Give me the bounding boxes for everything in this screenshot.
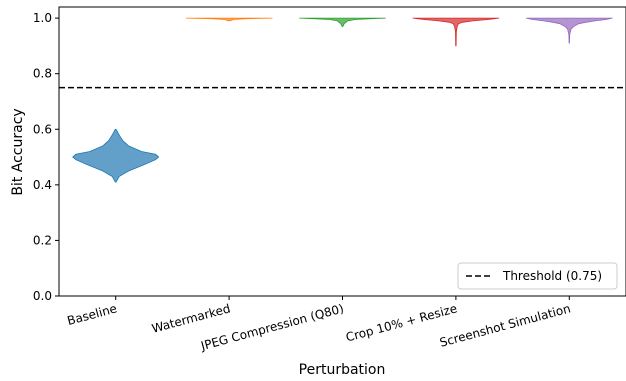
legend: Threshold (0.75)	[457, 262, 618, 290]
y-tick-label: 0.2	[33, 233, 52, 247]
violin-4	[525, 17, 613, 44]
violin-3	[412, 17, 500, 47]
y-tick-label: 0.0	[33, 289, 52, 303]
violin-2	[299, 17, 386, 27]
y-tick-label: 0.4	[33, 178, 52, 192]
plot-frame	[58, 6, 626, 297]
y-tick-label: 1.0	[33, 11, 52, 25]
violins	[72, 17, 613, 183]
y-axis-ticks: 0.0 0.2 0.4 0.6 0.8 1.0	[33, 11, 59, 303]
x-tick-label: Watermarked	[150, 301, 232, 335]
y-tick-label: 0.8	[33, 67, 52, 81]
legend-box	[457, 262, 618, 290]
violin-0	[72, 128, 160, 183]
x-axis-title: Perturbation	[299, 362, 386, 378]
y-axis-title: Bit Accuracy	[10, 108, 26, 195]
x-tick-label: Baseline	[66, 301, 119, 328]
y-tick-label: 0.6	[33, 122, 52, 136]
violin-1	[185, 17, 273, 22]
legend-threshold-label: Threshold (0.75)	[502, 269, 602, 283]
x-tick-label: Screenshot Simulation	[438, 301, 572, 349]
